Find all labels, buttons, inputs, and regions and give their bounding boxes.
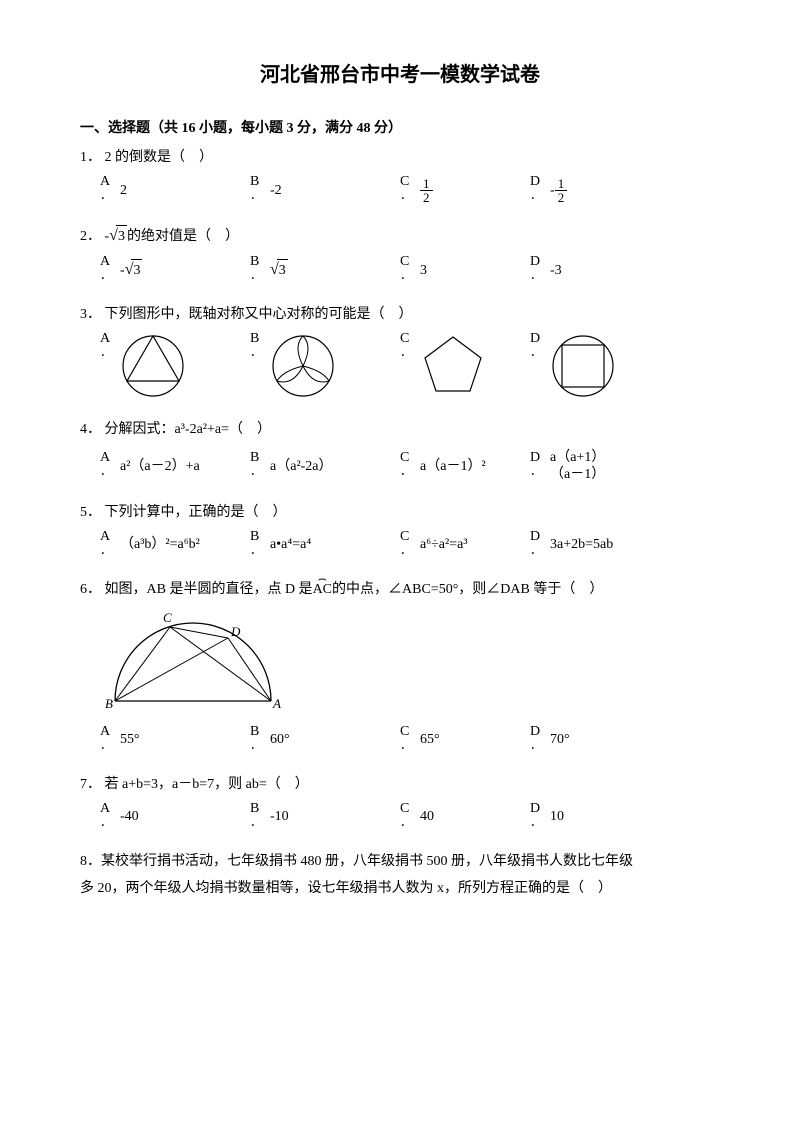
- question-3: 3． 下列图形中，既轴对称又中心对称的可能是（ ） A． B． C．: [80, 304, 720, 401]
- q1-option-a: A． 2: [100, 174, 250, 206]
- q6-option-c: C． 65°: [400, 724, 530, 756]
- q3-stem: 3． 下列图形中，既轴对称又中心对称的可能是（ ）: [80, 304, 720, 325]
- q7-option-b: B． -10: [250, 801, 400, 833]
- question-7: 7． 若 a+b=3，a－b=7，则 ab=（ ） A． -40 B． -10 …: [80, 774, 720, 833]
- q6-option-b: B． 60°: [250, 724, 400, 756]
- q1-option-d: D． -12: [530, 174, 660, 206]
- q1-option-b: B． -2: [250, 174, 400, 206]
- q1-d-value: -12: [550, 174, 567, 206]
- q2-option-b: B． √3: [250, 254, 400, 286]
- question-5: 5． 下列计算中，正确的是（ ） A． （a³b）²=a⁶b² B． a•a⁴=…: [80, 502, 720, 561]
- q2-stem: 2． -√3的绝对值是（ ）: [80, 224, 720, 248]
- q3-number: 3．: [80, 307, 101, 322]
- question-8: 8．某校举行捐书活动，七年级捐书 480 册，八年级捐书 500 册，八年级捐书…: [80, 851, 720, 899]
- q5-option-c: C． a⁶÷a²=a³: [400, 529, 530, 561]
- q7-text: 若 a+b=3，a－b=7，则 ab=（ ）: [105, 777, 309, 792]
- q4-option-d: D． a（a+1） （a－1）: [530, 450, 660, 484]
- q6-p2: 的中点，∠ABC=50°，则∠DAB 等于（ ）: [332, 582, 603, 597]
- q2-option-c: C． 3: [400, 254, 530, 286]
- q2-number: 2．: [80, 229, 101, 244]
- q4-text: 分解因式：a³-2a²+a=（ ）: [105, 422, 272, 437]
- svg-text:C: C: [163, 610, 172, 625]
- q5-stem: 5． 下列计算中，正确的是（ ）: [80, 502, 720, 523]
- q7-option-d: D． 10: [530, 801, 660, 833]
- q3-option-b: B．: [250, 331, 400, 401]
- circle-leaves-icon: [268, 331, 338, 401]
- q5-option-a: A． （a³b）²=a⁶b²: [100, 529, 250, 561]
- circle-square-icon: [548, 331, 618, 401]
- q6-number: 6．: [80, 582, 101, 597]
- svg-text:A: A: [272, 696, 281, 711]
- exam-title: 河北省邢台市中考一模数学试卷: [80, 60, 720, 90]
- q3-option-c: C．: [400, 331, 530, 401]
- q3-option-d: D．: [530, 331, 660, 401]
- q4-number: 4．: [80, 422, 101, 437]
- q4-option-a: A． a²（a－2）+a: [100, 450, 250, 484]
- q1-text: 2 的倒数是（ ）: [105, 150, 214, 165]
- q2-suffix: 的绝对值是（ ）: [127, 229, 239, 244]
- q5-text: 下列计算中，正确的是（ ）: [105, 505, 287, 520]
- q3-option-a: A．: [100, 331, 250, 401]
- sqrt-icon: √3: [109, 224, 127, 248]
- q4-option-c: C． a（a－1）²: [400, 450, 530, 484]
- arc-AC: AC: [313, 579, 332, 600]
- q1-number: 1．: [80, 150, 101, 165]
- question-6: 6． 如图，AB 是半圆的直径，点 D 是AC的中点，∠ABC=50°，则∠DA…: [80, 579, 720, 756]
- q7-option-a: A． -40: [100, 801, 250, 833]
- q5-number: 5．: [80, 505, 101, 520]
- q8-number: 8．: [80, 854, 101, 869]
- q7-option-c: C． 40: [400, 801, 530, 833]
- svg-text:B: B: [105, 696, 113, 711]
- question-4: 4． 分解因式：a³-2a²+a=（ ） A． a²（a－2）+a B． a（a…: [80, 419, 720, 484]
- q7-number: 7．: [80, 777, 101, 792]
- q6-stem: 6． 如图，AB 是半圆的直径，点 D 是AC的中点，∠ABC=50°，则∠DA…: [80, 579, 720, 600]
- pentagon-icon: [418, 331, 488, 401]
- q8-line1: 某校举行捐书活动，七年级捐书 480 册，八年级捐书 500 册，八年级捐书人数…: [101, 854, 633, 869]
- q7-stem: 7． 若 a+b=3，a－b=7，则 ab=（ ）: [80, 774, 720, 795]
- q1-a-value: 2: [120, 174, 127, 206]
- q6-option-d: D． 70°: [530, 724, 660, 756]
- q1-stem: 1． 2 的倒数是（ ）: [80, 147, 720, 168]
- q4-option-b: B． a（a²-2a）: [250, 450, 400, 484]
- q5-option-d: D． 3a+2b=5ab: [530, 529, 660, 561]
- q3-text: 下列图形中，既轴对称又中心对称的可能是（ ）: [105, 307, 413, 322]
- q2-option-d: D． -3: [530, 254, 660, 286]
- svg-text:D: D: [230, 624, 241, 639]
- q8-line2: 多 20，两个年级人均捐书数量相等，设七年级捐书人数为 x，所列方程正确的是（ …: [80, 878, 720, 899]
- q1-option-c: C． 12: [400, 174, 530, 206]
- question-1: 1． 2 的倒数是（ ） A． 2 B． -2 C． 12 D． -12: [80, 147, 720, 206]
- q8-stem: 8．某校举行捐书活动，七年级捐书 480 册，八年级捐书 500 册，八年级捐书…: [80, 851, 720, 872]
- q1-c-value: 12: [420, 174, 433, 206]
- question-2: 2． -√3的绝对值是（ ） A． -√3 B． √3 C． 3 D． -3: [80, 224, 720, 286]
- q6-option-a: A． 55°: [100, 724, 250, 756]
- q1-b-value: -2: [270, 174, 282, 206]
- q4-stem: 4． 分解因式：a³-2a²+a=（ ）: [80, 419, 720, 440]
- circle-triangle-icon: [118, 331, 188, 401]
- q6-p1: 如图，AB 是半圆的直径，点 D 是: [105, 582, 313, 597]
- q5-option-b: B． a•a⁴=a⁴: [250, 529, 400, 561]
- section-header: 一、选择题（共 16 小题，每小题 3 分，满分 48 分）: [80, 118, 720, 139]
- semicircle-figure: B A C D: [100, 606, 720, 716]
- q2-option-a: A． -√3: [100, 254, 250, 286]
